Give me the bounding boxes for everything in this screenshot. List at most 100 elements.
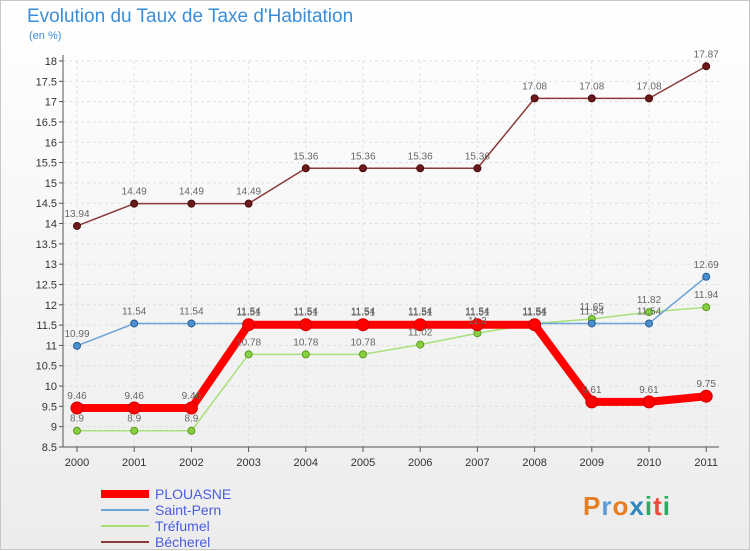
data-point xyxy=(70,401,84,415)
y-tick-label: 13 xyxy=(45,259,57,271)
data-label: 8.9 xyxy=(127,414,141,425)
y-tick-label: 9 xyxy=(51,422,57,434)
y-axis-unit-label: (en %) xyxy=(29,30,62,42)
data-point xyxy=(585,395,599,409)
data-label: 15.36 xyxy=(350,151,375,162)
data-label: 9.61 xyxy=(639,385,659,396)
data-point xyxy=(528,318,542,332)
data-label: 14.49 xyxy=(179,187,204,198)
legend-label: PLOUASNE xyxy=(155,486,231,502)
x-tick-label: 2011 xyxy=(694,457,718,469)
data-label: 11.54 xyxy=(580,306,605,317)
data-point xyxy=(530,94,539,103)
data-point xyxy=(73,426,81,435)
y-tick-label: 11 xyxy=(46,340,57,352)
data-label: 11.51 xyxy=(294,308,319,319)
y-tick-label: 13.5 xyxy=(36,239,57,251)
series-line-Bécherel xyxy=(76,65,707,227)
y-tick-label: 10 xyxy=(45,381,57,393)
data-point xyxy=(130,319,139,328)
logo-letter: t xyxy=(653,491,663,521)
data-point xyxy=(301,164,310,173)
proxiti-logo: Proxiti xyxy=(583,491,671,522)
series-lines xyxy=(70,62,713,435)
data-point xyxy=(299,318,313,332)
data-label: 17.08 xyxy=(522,81,547,92)
axes: 8.5 9 9.5 10 10.5 11 11.5 12 12.5 13 13.5 14 14.5 15 1… xyxy=(36,55,719,469)
y-tick-label: 12.5 xyxy=(36,279,57,291)
data-label: 9.61 xyxy=(582,385,602,396)
x-tick-label: 2009 xyxy=(580,457,604,469)
data-point xyxy=(184,401,198,415)
data-point xyxy=(702,303,711,312)
data-label: 11.3 xyxy=(468,316,487,327)
y-tick-label: 11.5 xyxy=(36,320,57,332)
data-label: 11.51 xyxy=(465,308,490,319)
data-label: 10.78 xyxy=(350,337,375,348)
data-point xyxy=(187,199,196,208)
data-label: 17.87 xyxy=(694,49,719,60)
data-point xyxy=(587,319,596,328)
logo-letter: i xyxy=(644,491,654,521)
y-tick-label: 17 xyxy=(45,97,57,109)
x-tick-label: 2007 xyxy=(465,457,489,469)
data-point xyxy=(244,350,253,359)
y-tick-label: 17.5 xyxy=(36,76,57,88)
y-tick-label: 10.5 xyxy=(36,361,57,373)
data-point xyxy=(244,199,253,208)
data-point xyxy=(645,94,653,103)
data-label: 15.36 xyxy=(293,151,318,162)
data-label: 11.54 xyxy=(294,306,319,317)
data-point xyxy=(416,340,425,349)
data-label: 11.54 xyxy=(408,306,433,317)
y-tick-label: 15.5 xyxy=(36,158,57,170)
data-point xyxy=(702,272,711,281)
data-label: 15.36 xyxy=(465,151,490,162)
data-labels: 13.94 14.49 14.49 14.49 15.36 15.36 15.36 15.36… xyxy=(64,49,719,424)
x-tick-label: 2001 xyxy=(122,457,146,469)
logo-letter: r xyxy=(601,491,613,521)
data-point xyxy=(301,350,310,359)
x-tick-label: 2004 xyxy=(294,457,318,469)
data-label: 11.51 xyxy=(522,308,547,319)
y-tick-label: 14 xyxy=(45,219,57,231)
data-label: 11.51 xyxy=(236,308,261,319)
data-point xyxy=(130,426,139,435)
series-line-Tréfumel xyxy=(77,306,707,432)
x-tick-label: 2008 xyxy=(522,457,546,469)
y-tick-label: 15 xyxy=(45,178,57,190)
data-label: 10.78 xyxy=(236,337,261,348)
y-tick-label: 12 xyxy=(45,300,57,312)
data-point xyxy=(356,318,370,332)
y-tick-label: 16 xyxy=(45,137,57,149)
data-label: 11.54 xyxy=(465,306,490,317)
y-tick-label: 14.5 xyxy=(36,198,57,210)
data-label: 11.54 xyxy=(522,306,547,317)
data-point xyxy=(645,319,653,328)
data-point xyxy=(187,426,196,435)
legend-label: Bécherel xyxy=(155,534,210,550)
x-tick-label: 2002 xyxy=(179,457,203,469)
data-point xyxy=(130,199,139,208)
data-label: 11.65 xyxy=(580,302,605,313)
data-label: 11.54 xyxy=(351,306,376,317)
data-label: 11.54 xyxy=(179,306,204,317)
x-tick-label: 2000 xyxy=(65,457,89,469)
data-point xyxy=(187,319,196,328)
x-tick-label: 2006 xyxy=(408,457,432,469)
y-tick-label: 8.5 xyxy=(42,442,57,454)
y-tick-label: 16.5 xyxy=(36,117,57,129)
logo-letter: x xyxy=(629,491,645,521)
data-label: 10.78 xyxy=(293,337,318,348)
x-tick-label: 2010 xyxy=(637,457,661,469)
data-label: 9.75 xyxy=(696,379,716,390)
series-line-Saint-Pern xyxy=(76,276,707,347)
data-label: 8.9 xyxy=(184,414,198,425)
data-label: 11.54 xyxy=(637,306,662,317)
data-label: 11.54 xyxy=(522,306,547,317)
chart-title: Evolution du Taux de Taxe d'Habitation xyxy=(27,6,354,27)
data-label: 9.46 xyxy=(124,391,144,402)
y-tick-label: 18 xyxy=(45,56,57,68)
